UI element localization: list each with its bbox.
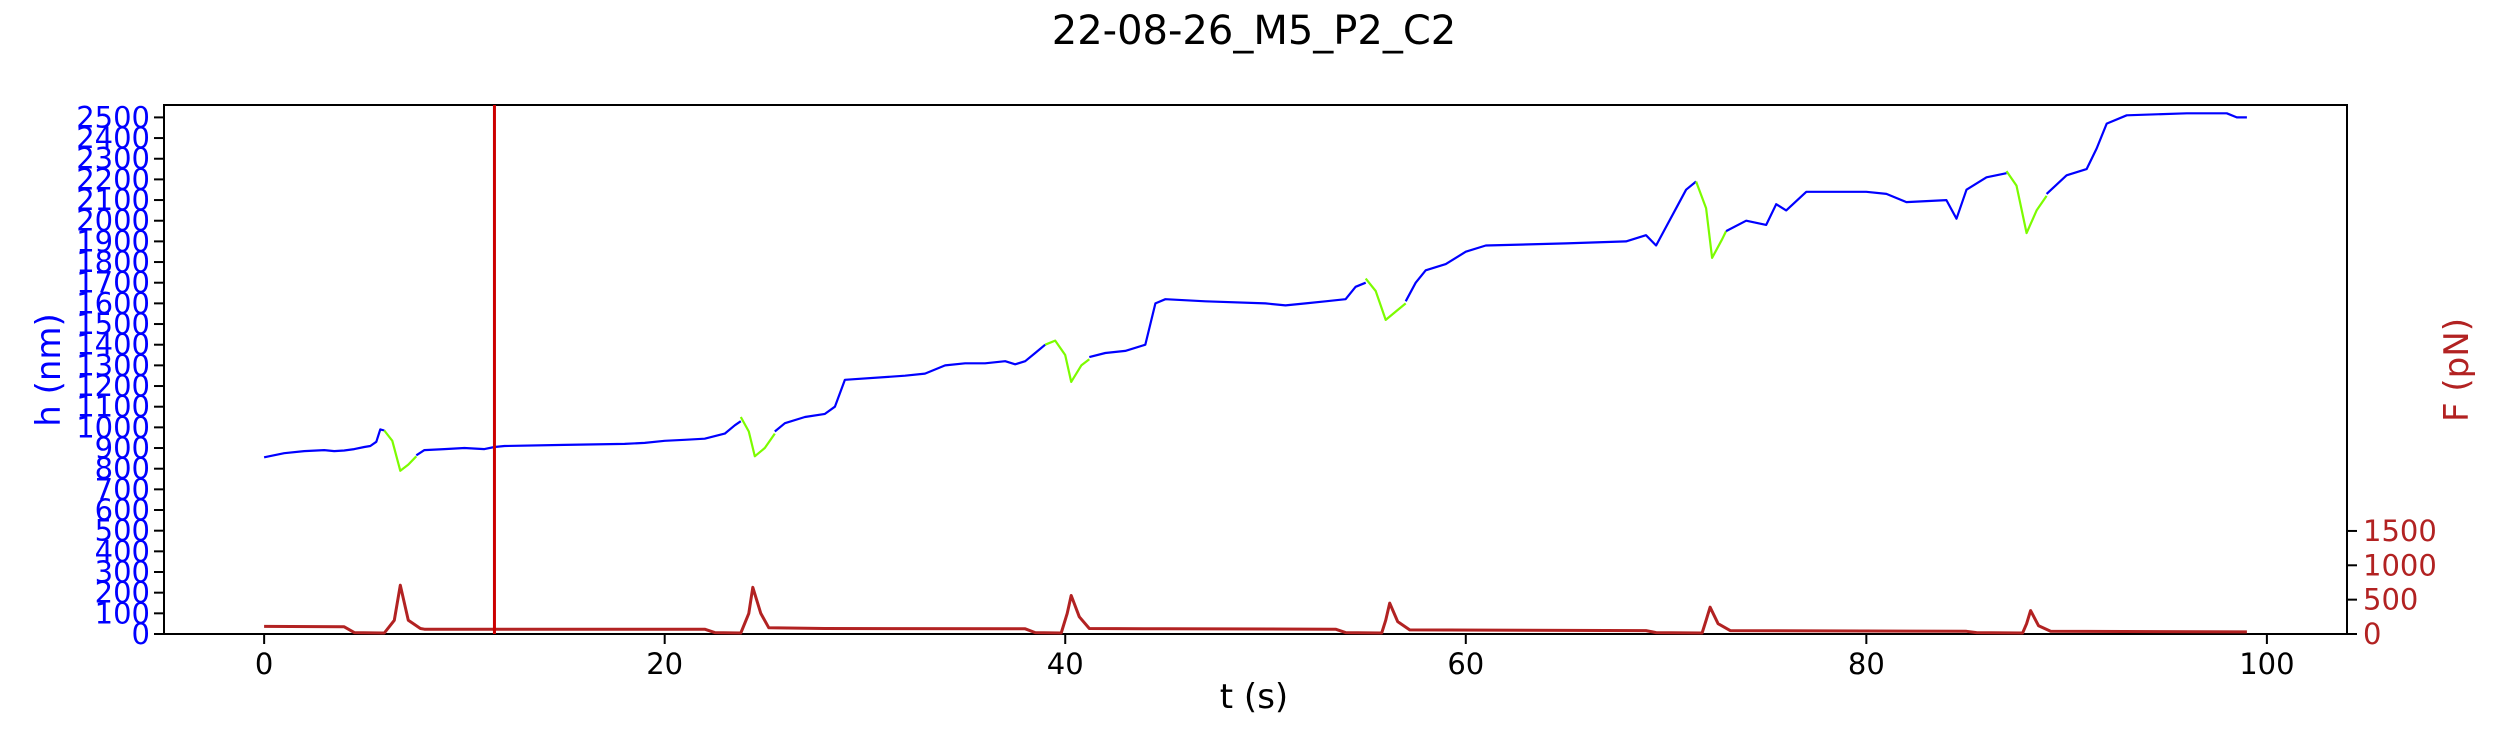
plot-frame <box>163 104 2348 635</box>
y-left-tick-label: 2000 <box>76 204 150 238</box>
y-right-tick-label: 1500 <box>2363 514 2437 548</box>
y-left-tick-label: 1700 <box>76 266 150 300</box>
height-highlight-segment-6 <box>1044 339 1090 383</box>
y-left-tick-label: 600 <box>95 493 150 527</box>
height-segment-11 <box>1725 172 2007 233</box>
height-highlight-segment-4 <box>739 416 776 458</box>
y-left-tick-label: 400 <box>95 534 150 568</box>
y-left-tick-label: 1500 <box>76 307 150 341</box>
y-left-tick-label: 1400 <box>76 328 150 362</box>
y-axis-left: 0100200300400500600700800900100011001200… <box>76 100 164 651</box>
y-left-tick-label: 2300 <box>76 142 150 176</box>
y-right-tick-label: 0 <box>2363 617 2381 651</box>
height-highlight-segment-8 <box>1364 277 1407 321</box>
y-left-tick-label: 2400 <box>76 121 150 155</box>
height-segment-7 <box>1089 281 1367 359</box>
x-tick-label: 80 <box>1848 647 1885 681</box>
y-left-tick-label: 200 <box>95 576 150 610</box>
y-axis-left-label: h (nm) <box>29 313 69 427</box>
plot-area <box>263 105 2247 635</box>
y-left-tick-label: 300 <box>95 555 150 589</box>
y-left-tick-label: 1300 <box>76 348 150 382</box>
y-right-tick-label: 1000 <box>2363 548 2437 582</box>
y-left-tick-label: 800 <box>95 452 150 486</box>
height-segment-3 <box>415 420 742 457</box>
y-left-tick-label: 2500 <box>76 100 150 134</box>
y-left-tick-label: 1200 <box>76 369 150 403</box>
y-left-tick-label: 100 <box>95 596 150 630</box>
y-left-tick-label: 900 <box>95 431 150 465</box>
y-left-tick-label: 1600 <box>76 286 150 320</box>
x-axis: 0 20 40 60 80 100 <box>255 634 2295 681</box>
height-segment-9 <box>1404 180 1697 302</box>
x-tick-label: 40 <box>1047 647 1084 681</box>
height-highlight-segment-2 <box>383 429 418 472</box>
y-axis-right-label: F (pN) <box>2437 318 2477 422</box>
y-left-tick-label: 2100 <box>76 183 150 217</box>
x-tick-label: 0 <box>255 647 273 681</box>
y-right-tick-label: 500 <box>2363 583 2418 617</box>
height-highlight-segment-12 <box>2005 170 2048 235</box>
y-left-tick-label: 0 <box>132 617 150 651</box>
y-left-tick-label: 2200 <box>76 162 150 196</box>
force-line <box>264 583 2247 635</box>
y-left-tick-label: 1100 <box>76 390 150 424</box>
height-segment-13 <box>2045 112 2247 195</box>
x-axis-label: t (s) <box>1220 677 1288 717</box>
y-left-tick-label: 700 <box>95 472 150 506</box>
height-segment-1 <box>263 428 385 459</box>
x-tick-label: 100 <box>2239 647 2294 681</box>
height-highlight-segment-10 <box>1695 181 1728 259</box>
x-tick-label: 60 <box>1447 647 1484 681</box>
y-left-tick-label: 1900 <box>76 224 150 258</box>
y-left-tick-label: 1800 <box>76 245 150 279</box>
height-segment-5 <box>774 343 1046 433</box>
x-tick-label: 20 <box>646 647 683 681</box>
y-left-tick-label: 500 <box>95 514 150 548</box>
y-left-tick-label: 1000 <box>76 410 150 444</box>
chart-title: 22-08-26_M5_P2_C2 <box>1052 8 1456 54</box>
